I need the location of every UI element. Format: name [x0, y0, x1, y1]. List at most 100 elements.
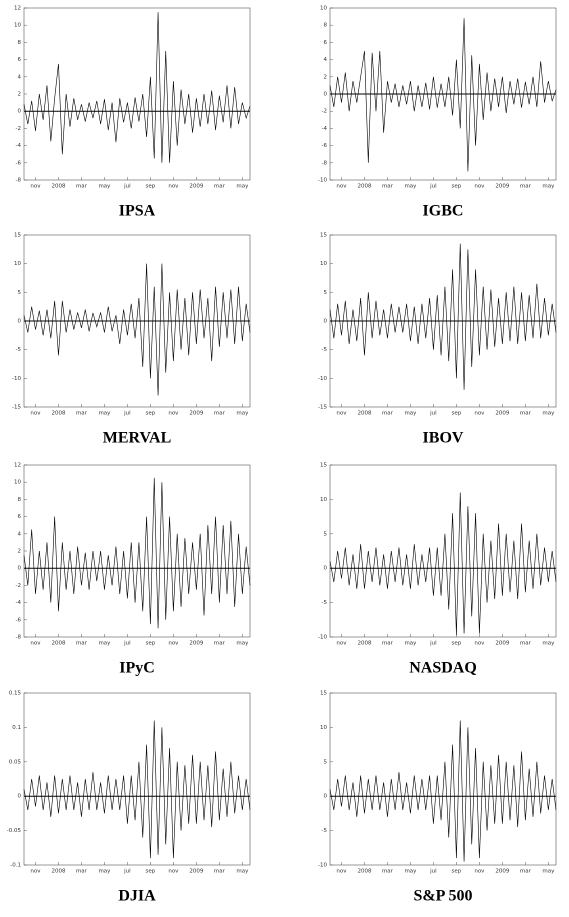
- x-tick-label: mar: [382, 184, 394, 190]
- x-tick-label: 2009: [189, 641, 203, 647]
- y-tick-label: -15: [12, 405, 21, 411]
- series-line: [329, 720, 557, 862]
- series-line: [23, 477, 251, 629]
- plot-frame: [23, 692, 251, 866]
- x-tick-label: sep: [146, 869, 156, 875]
- x-tick-label: may: [542, 184, 555, 190]
- y-tick-label: -5: [16, 347, 22, 353]
- x-tick-label: 2008: [357, 869, 371, 875]
- chart-title: IGBC: [423, 203, 464, 220]
- x-tick-label: nov: [168, 411, 179, 417]
- x-tick-label: 2009: [189, 184, 203, 190]
- y-tick-label: 10: [14, 23, 21, 29]
- plot-frame: [329, 464, 557, 638]
- y-tick-label: -6: [16, 617, 22, 623]
- x-tick-label: may: [98, 411, 111, 417]
- x-tick-label: sep: [452, 184, 462, 190]
- y-tick-label: 0: [18, 794, 22, 800]
- x-tick-label: jul: [429, 184, 437, 190]
- x-tick-label: nov: [30, 869, 41, 875]
- x-tick-label: sep: [452, 869, 462, 875]
- y-tick-label: -0.05: [7, 828, 22, 834]
- y-tick-label: -10: [318, 178, 327, 184]
- chart-title: IBOV: [423, 430, 464, 447]
- series-line: [23, 12, 251, 163]
- y-tick-label: 0.1: [12, 725, 21, 731]
- x-tick-label: sep: [146, 184, 156, 190]
- x-tick-label: jul: [429, 869, 437, 875]
- plot-frame: [23, 464, 251, 638]
- y-tick-label: 8: [324, 23, 328, 29]
- x-tick-label: sep: [452, 641, 462, 647]
- y-tick-label: -8: [322, 160, 328, 166]
- x-tick-label: sep: [146, 641, 156, 647]
- x-tick-label: nov: [336, 411, 347, 417]
- x-tick-label: may: [98, 869, 111, 875]
- y-tick-label: 5: [18, 290, 22, 296]
- y-tick-label: 0: [18, 319, 22, 325]
- plot-frame: [23, 7, 251, 181]
- x-tick-label: 2009: [495, 869, 509, 875]
- chart-title: DJIA: [118, 888, 156, 905]
- x-tick-label: may: [542, 641, 555, 647]
- x-tick-label: 2009: [495, 184, 509, 190]
- y-tick-label: -2: [322, 109, 327, 115]
- y-tick-label: 10: [14, 480, 21, 486]
- x-tick-label: mar: [520, 869, 532, 875]
- y-tick-label: 2: [18, 92, 22, 98]
- y-tick-label: 5: [324, 531, 328, 537]
- x-tick-label: mar: [76, 641, 88, 647]
- x-tick-label: mar: [76, 869, 88, 875]
- y-tick-label: -8: [16, 178, 22, 184]
- y-tick-label: -10: [318, 635, 327, 641]
- y-tick-label: 0: [324, 92, 328, 98]
- x-tick-label: 2009: [189, 411, 203, 417]
- x-tick-label: nov: [474, 869, 485, 875]
- x-tick-label: nov: [336, 641, 347, 647]
- y-tick-label: -2: [16, 583, 21, 589]
- x-tick-label: jul: [123, 184, 131, 190]
- x-tick-label: sep: [452, 411, 462, 417]
- x-tick-label: may: [404, 869, 417, 875]
- y-tick-label: 10: [320, 261, 327, 267]
- y-tick-label: 10: [320, 6, 327, 12]
- x-tick-label: sep: [146, 411, 156, 417]
- x-tick-label: may: [98, 641, 111, 647]
- y-tick-label: 8: [18, 40, 22, 46]
- x-tick-label: 2008: [51, 641, 65, 647]
- x-tick-label: may: [236, 184, 249, 190]
- y-tick-label: 10: [14, 261, 21, 267]
- x-tick-label: 2008: [357, 641, 371, 647]
- x-tick-label: mar: [76, 184, 88, 190]
- x-tick-label: 2008: [51, 869, 65, 875]
- x-tick-label: nov: [474, 411, 485, 417]
- y-tick-label: -5: [322, 600, 328, 606]
- series-line: [329, 18, 557, 172]
- x-tick-label: 2008: [51, 184, 65, 190]
- y-tick-label: 0: [18, 109, 22, 115]
- y-tick-label: 0: [324, 319, 328, 325]
- y-tick-label: 4: [18, 531, 22, 537]
- y-tick-label: -6: [322, 143, 328, 149]
- plot-frame: [329, 692, 557, 866]
- y-tick-label: 15: [14, 233, 21, 239]
- y-tick-label: 8: [18, 497, 22, 503]
- x-tick-label: nov: [168, 869, 179, 875]
- y-tick-label: 10: [320, 725, 327, 731]
- x-tick-label: may: [542, 411, 555, 417]
- y-tick-label: 15: [320, 691, 327, 697]
- chart-title: IPyC: [119, 660, 155, 677]
- series-line: [329, 243, 557, 390]
- y-tick-label: 15: [320, 463, 327, 469]
- x-tick-label: may: [236, 641, 249, 647]
- x-tick-label: mar: [214, 184, 226, 190]
- x-tick-label: mar: [214, 411, 226, 417]
- chart-title: S&P 500: [413, 888, 472, 905]
- x-tick-label: jul: [123, 641, 131, 647]
- chart-title: IPSA: [119, 203, 156, 220]
- y-tick-label: -4: [16, 143, 22, 149]
- x-tick-label: may: [404, 411, 417, 417]
- x-tick-label: may: [542, 869, 555, 875]
- y-tick-label: 12: [14, 6, 21, 12]
- y-tick-label: 0: [18, 566, 22, 572]
